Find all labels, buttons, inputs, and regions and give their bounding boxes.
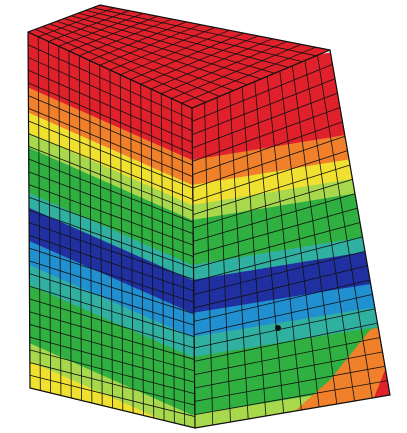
mesh-node [275,325,281,331]
fem-mesh-image [0,0,407,433]
page: (() => { JSON.parse(document.getElementB… [0,0,407,433]
